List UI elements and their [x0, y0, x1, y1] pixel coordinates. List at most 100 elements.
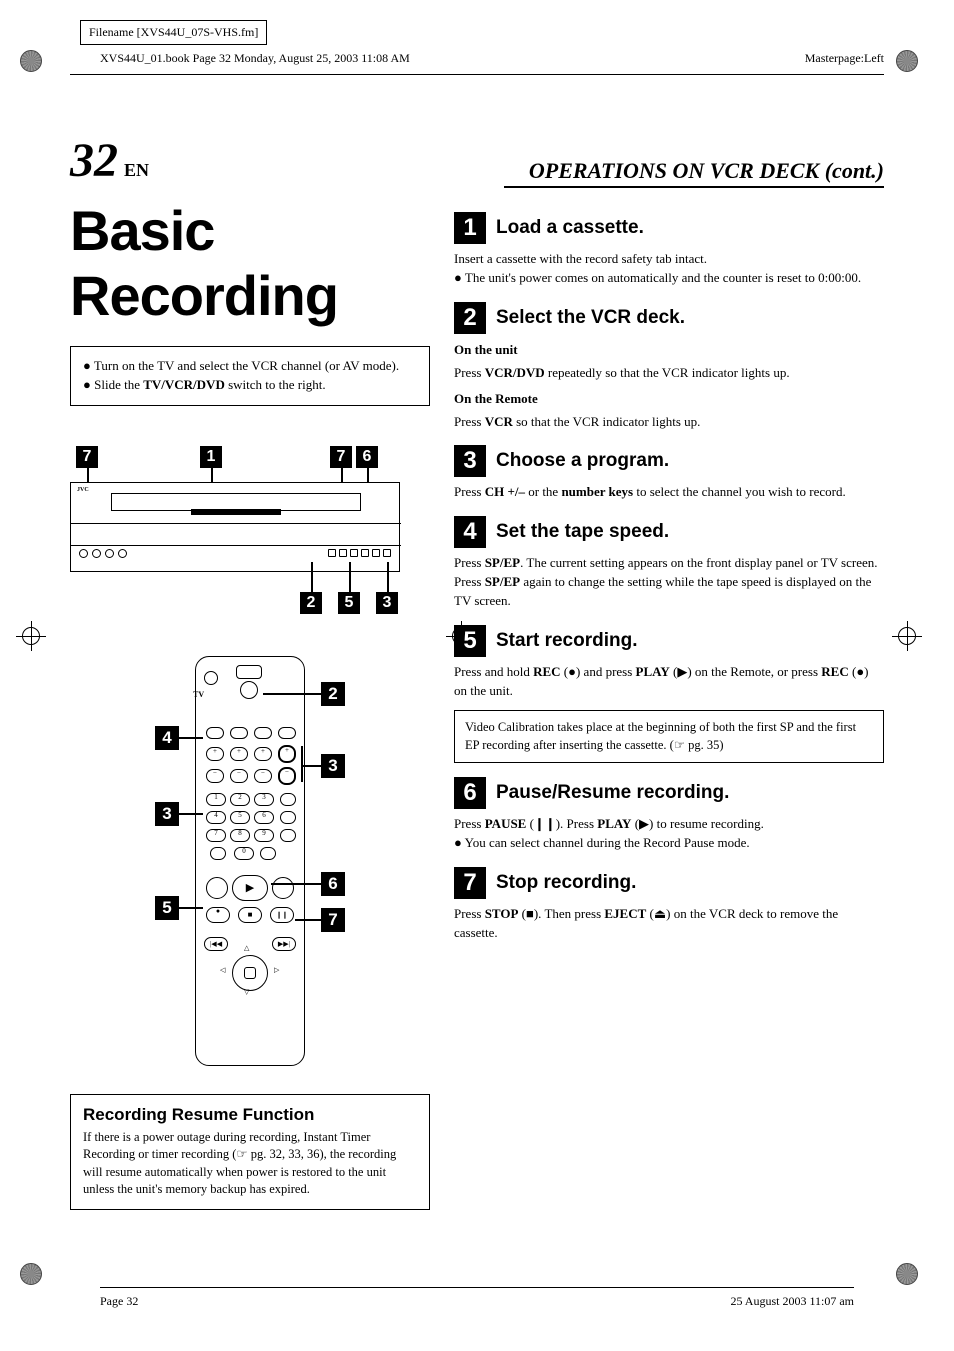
device-callout: 7 — [76, 446, 98, 468]
remote-callout: 3 — [321, 754, 345, 778]
filename-box: Filename [XVS44U_07S-VHS.fm] — [80, 20, 267, 45]
lead-line — [263, 693, 321, 695]
lead-line — [301, 765, 321, 767]
remote-prev-button: |◀◀ — [204, 937, 228, 951]
remote-callout: 2 — [321, 682, 345, 706]
lead-line — [179, 737, 203, 739]
remote-num-1: 1 — [206, 793, 226, 806]
remote-num-5: 5 — [230, 811, 250, 824]
lead-line — [295, 919, 321, 921]
remote-num-0: 0 — [234, 847, 254, 860]
remote-button: − — [254, 769, 272, 783]
remote-num-2: 2 — [230, 793, 250, 806]
remote-button — [204, 671, 218, 685]
step-note: The unit's power comes on automatically … — [454, 269, 884, 288]
footer-date: 25 August 2003 11:07 am — [730, 1294, 854, 1309]
footer-page: Page 32 — [100, 1294, 138, 1309]
remote-enter-button — [244, 967, 256, 979]
resume-body: If there is a power outage during record… — [83, 1129, 417, 1199]
step-body: Press VCR/DVD repeatedly so that the VCR… — [454, 364, 884, 383]
remote-num-4: 4 — [206, 811, 226, 824]
page-language: EN — [124, 160, 149, 181]
remote-body: + + + + − − − − 1 2 3 4 5 6 — [195, 656, 305, 1066]
step-title: Start recording. — [496, 630, 637, 652]
remote-button — [254, 727, 272, 739]
remote-button — [240, 681, 258, 699]
step-badge: 4 — [454, 516, 486, 548]
device-divider — [71, 545, 401, 546]
step-title: Stop recording. — [496, 872, 636, 894]
remote-button: + — [206, 747, 224, 761]
remote-button — [280, 793, 296, 806]
remote-pause-button: ❙❙ — [270, 907, 294, 923]
jvc-logo: JVC — [77, 487, 89, 493]
remote-num-9: 9 — [254, 829, 274, 842]
remote-tv-label: TV — [193, 690, 204, 699]
step-body: Press and hold REC (●) and press PLAY (▶… — [454, 663, 884, 701]
step-5: 5 Start recording. Press and hold REC (●… — [454, 625, 884, 764]
remote-ch-minus-button: − — [278, 767, 296, 785]
remote-num-6: 6 — [254, 811, 274, 824]
step-2: 2 Select the VCR deck. On the unit Press… — [454, 302, 884, 432]
remote-button — [278, 727, 296, 739]
device-callout: 1 — [200, 446, 222, 468]
remote-rec-button: ● — [206, 907, 230, 923]
remote-ch-plus-button: + — [278, 745, 296, 763]
step-title: Choose a program. — [496, 450, 669, 472]
left-arrow-icon: ◁ — [220, 967, 225, 974]
device-callout: 5 — [338, 592, 360, 614]
step-7: 7 Stop recording. Press STOP (■). Then p… — [454, 867, 884, 943]
step-badge: 5 — [454, 625, 486, 657]
remote-ff-button — [272, 877, 294, 899]
remote-callout: 5 — [155, 896, 179, 920]
remote-next-button: ▶▶| — [272, 937, 296, 951]
section-title: OPERATIONS ON VCR DECK (cont.) — [504, 158, 884, 188]
step-body: Press SP/EP. The current setting appears… — [454, 554, 884, 611]
resume-title: Recording Resume Function — [83, 1105, 417, 1125]
remote-callout: 7 — [321, 908, 345, 932]
remote-button — [230, 727, 248, 739]
step-body: Press CH +/– or the number keys to selec… — [454, 483, 884, 502]
remote-button: − — [230, 769, 248, 783]
device-controls-right — [328, 549, 391, 557]
lead-line — [179, 907, 203, 909]
step-badge: 6 — [454, 777, 486, 809]
lead-line — [311, 562, 313, 592]
masterpage-text: Masterpage:Left — [805, 51, 884, 66]
remote-callout: 4 — [155, 726, 179, 750]
vcr-device-diagram: 7 1 7 6 — [70, 446, 400, 616]
page-number: 32 — [70, 133, 118, 188]
step-6: 6 Pause/Resume recording. Press PAUSE (❙… — [454, 777, 884, 853]
remote-rewind-button — [206, 877, 228, 899]
left-column: Basic Recording Turn on the TV and selec… — [70, 198, 430, 1210]
remote-button: + — [230, 747, 248, 761]
prep-bullet: Slide the TV/VCR/DVD switch to the right… — [83, 376, 417, 395]
remote-button — [260, 847, 276, 860]
step-body: Insert a cassette with the record safety… — [454, 250, 884, 269]
lead-line — [179, 813, 203, 815]
remote-button: + — [254, 747, 272, 761]
step-badge: 7 — [454, 867, 486, 899]
main-title: Basic Recording — [70, 198, 430, 328]
step-title: Load a cassette. — [496, 217, 644, 239]
calibration-info-box: Video Calibration takes place at the beg… — [454, 710, 884, 763]
remote-stop-button: ■ — [238, 907, 262, 923]
prep-bullet-box: Turn on the TV and select the VCR channe… — [70, 346, 430, 406]
remote-num-8: 8 — [230, 829, 250, 842]
right-column: 1 Load a cassette. Insert a cassette wit… — [454, 198, 884, 1210]
lead-line — [349, 562, 351, 592]
device-callout: 3 — [376, 592, 398, 614]
step-body: Press STOP (■). Then press EJECT (⏏) on … — [454, 905, 884, 943]
device-controls-left — [79, 549, 127, 558]
resume-function-box: Recording Resume Function If there is a … — [70, 1094, 430, 1210]
step-3: 3 Choose a program. Press CH +/– or the … — [454, 445, 884, 502]
remote-button — [210, 847, 226, 860]
remote-num-7: 7 — [206, 829, 226, 842]
step-1: 1 Load a cassette. Insert a cassette wit… — [454, 212, 884, 288]
device-body: JVC — [70, 482, 400, 572]
step-title: Set the tape speed. — [496, 521, 669, 543]
step-body: Press VCR so that the VCR indicator ligh… — [454, 413, 884, 432]
device-divider — [71, 523, 401, 524]
device-callout: 7 — [330, 446, 352, 468]
step-title: Select the VCR deck. — [496, 307, 685, 329]
